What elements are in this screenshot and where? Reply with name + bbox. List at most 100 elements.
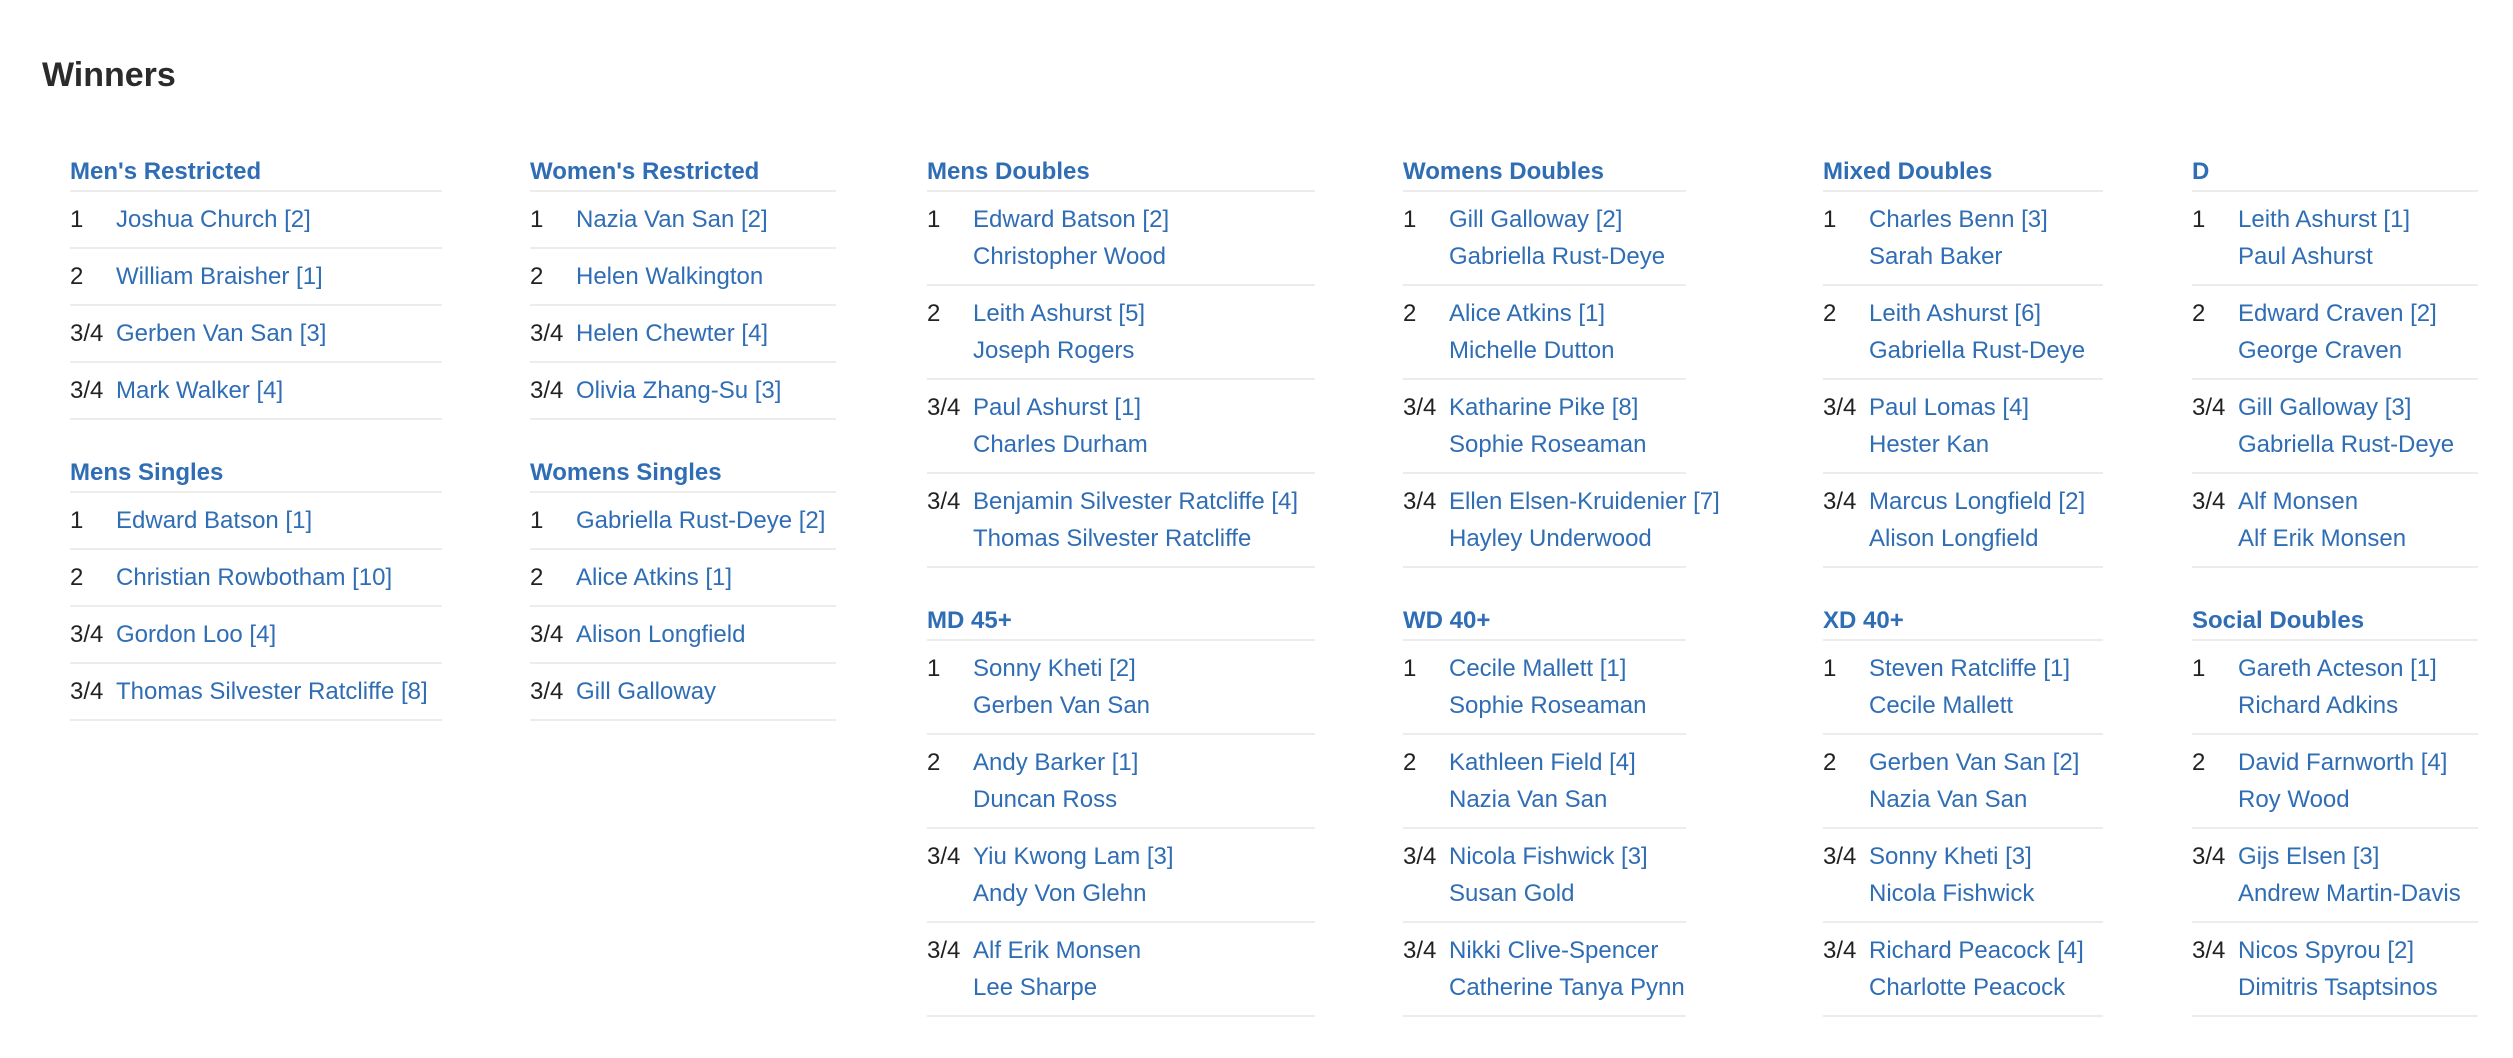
- player-link[interactable]: David Farnworth [4]: [2238, 749, 2448, 776]
- player-link[interactable]: Paul Ashurst: [2238, 243, 2373, 270]
- player-link[interactable]: Thomas Silvester Ratcliffe: [973, 525, 1252, 552]
- player-link[interactable]: Nicola Fishwick [3]: [1449, 843, 1648, 870]
- result-row: 1 Edward Batson [2] Christopher Wood: [927, 192, 1315, 286]
- results-column: Mixed Doubles 1 Charles Benn [3] Sarah Bake…: [1823, 153, 2103, 1051]
- player-link[interactable]: Nazia Van San [2]: [576, 206, 768, 233]
- player-link[interactable]: George Craven: [2238, 337, 2403, 364]
- player-link[interactable]: Paul Ashurst [1]: [973, 394, 1142, 421]
- page-title: Winners: [42, 56, 176, 94]
- player-link[interactable]: Yiu Kwong Lam [3]: [973, 843, 1174, 870]
- event-title-link[interactable]: Mens Singles: [70, 454, 442, 493]
- player-link[interactable]: Leith Ashurst [1]: [2238, 206, 2411, 233]
- player-link[interactable]: Marcus Longfield [2]: [1869, 488, 2086, 515]
- player-link[interactable]: Alison Longfield: [576, 621, 746, 648]
- result-row: 3/4 Nikki Clive-Spencer Catherine Tanya Py…: [1403, 923, 1686, 1017]
- event-title-link[interactable]: Womens Singles: [530, 454, 836, 493]
- player-link[interactable]: Nicos Spyrou [2]: [2238, 937, 2415, 964]
- event-title-link[interactable]: Social Doubles: [2192, 602, 2478, 641]
- event-title-link[interactable]: XD 40+: [1823, 602, 2103, 641]
- player-link[interactable]: Gareth Acteson [1]: [2238, 655, 2437, 682]
- player-link[interactable]: Joseph Rogers: [973, 337, 1135, 364]
- player-link[interactable]: Cecile Mallett [1]: [1449, 655, 1627, 682]
- event-title-link[interactable]: Men's Restricted: [70, 153, 442, 192]
- player-link[interactable]: Leith Ashurst [5]: [973, 300, 1146, 327]
- player-link[interactable]: Gabriella Rust-Deye: [2238, 431, 2455, 458]
- player-link[interactable]: Helen Chewter [4]: [576, 320, 769, 347]
- event-title-link[interactable]: Mens Doubles: [927, 153, 1315, 192]
- player-link[interactable]: Alf Erik Monsen: [2238, 525, 2407, 552]
- player-link[interactable]: Susan Gold: [1449, 880, 1575, 907]
- player-link[interactable]: Nicola Fishwick: [1869, 880, 2035, 907]
- player-link[interactable]: Gabriella Rust-Deye: [1449, 243, 1666, 270]
- player-link[interactable]: Nazia Van San: [1869, 786, 2028, 813]
- player-link[interactable]: Steven Ratcliffe [1]: [1869, 655, 2070, 682]
- player-link[interactable]: Edward Batson [2]: [973, 206, 1170, 233]
- player-link[interactable]: Mark Walker [4]: [116, 377, 284, 404]
- event-title-link[interactable]: Womens Doubles: [1403, 153, 1686, 192]
- player-link[interactable]: Christopher Wood: [973, 243, 1166, 270]
- player-link[interactable]: Nazia Van San: [1449, 786, 1608, 813]
- player-link[interactable]: Alf Erik Monsen: [973, 937, 1142, 964]
- player-link[interactable]: Charles Durham: [973, 431, 1148, 458]
- player-link[interactable]: Hayley Underwood: [1449, 525, 1652, 552]
- player-link[interactable]: Edward Craven [2]: [2238, 300, 2437, 327]
- event-title-link[interactable]: MD 45+: [927, 602, 1315, 641]
- position-label: 1: [2192, 655, 2206, 682]
- player-link[interactable]: Alison Longfield: [1869, 525, 2039, 552]
- event-title-link[interactable]: WD 40+: [1403, 602, 1686, 641]
- player-link[interactable]: Nikki Clive-Spencer: [1449, 937, 1659, 964]
- player-link[interactable]: Gijs Elsen [3]: [2238, 843, 2380, 870]
- player-link[interactable]: Catherine Tanya Pynn: [1449, 974, 1685, 1001]
- player-link[interactable]: Sophie Roseaman: [1449, 431, 1647, 458]
- position-label: 2: [530, 263, 544, 290]
- result-row: 3/4 Katharine Pike [8] Sophie Roseaman: [1403, 380, 1686, 474]
- player-link[interactable]: Michelle Dutton: [1449, 337, 1615, 364]
- player-link[interactable]: Andrew Martin-Davis: [2238, 880, 2461, 907]
- player-link[interactable]: Leith Ashurst [6]: [1869, 300, 2042, 327]
- player-link[interactable]: Sonny Kheti [3]: [1869, 843, 2032, 870]
- player-link[interactable]: Andy Barker [1]: [973, 749, 1139, 776]
- player-link[interactable]: Gabriella Rust-Deye: [1869, 337, 2086, 364]
- player-link[interactable]: Duncan Ross: [973, 786, 1118, 813]
- player-link[interactable]: Sonny Kheti [2]: [973, 655, 1136, 682]
- player-link[interactable]: Edward Batson [1]: [116, 507, 313, 534]
- player-link[interactable]: Charlotte Peacock: [1869, 974, 2066, 1001]
- player-link[interactable]: Katharine Pike [8]: [1449, 394, 1639, 421]
- player-link[interactable]: Christian Rowbotham [10]: [116, 564, 393, 591]
- player-link[interactable]: Benjamin Silvester Ratcliffe [4]: [973, 488, 1299, 515]
- player-link[interactable]: Alf Monsen: [2238, 488, 2359, 515]
- player-link[interactable]: Helen Walkington: [576, 263, 764, 290]
- player-link[interactable]: Thomas Silvester Ratcliffe [8]: [116, 678, 428, 705]
- player-link[interactable]: Richard Adkins: [2238, 692, 2399, 719]
- player-link[interactable]: Gerben Van San [2]: [1869, 749, 2080, 776]
- player-link[interactable]: Sarah Baker: [1869, 243, 2003, 270]
- player-link[interactable]: Alice Atkins [1]: [1449, 300, 1606, 327]
- player-link[interactable]: Lee Sharpe: [973, 974, 1098, 1001]
- player-link[interactable]: Ellen Elsen-Kruidenier [7]: [1449, 488, 1720, 515]
- event-title-link[interactable]: D: [2192, 153, 2478, 192]
- player-link[interactable]: Gordon Loo [4]: [116, 621, 277, 648]
- player-link[interactable]: Joshua Church [2]: [116, 206, 311, 233]
- player-link[interactable]: Gill Galloway: [576, 678, 717, 705]
- player-link[interactable]: William Braisher [1]: [116, 263, 323, 290]
- player-link[interactable]: Richard Peacock [4]: [1869, 937, 2084, 964]
- player-link[interactable]: Cecile Mallett: [1869, 692, 2014, 719]
- player-names: Helen Chewter [4]: [576, 315, 768, 352]
- player-link[interactable]: Gerben Van San [3]: [116, 320, 327, 347]
- player-link[interactable]: Paul Lomas [4]: [1869, 394, 2030, 421]
- event-title-link[interactable]: Mixed Doubles: [1823, 153, 2103, 192]
- player-link[interactable]: Alice Atkins [1]: [576, 564, 733, 591]
- player-link[interactable]: Andy Von Glehn: [973, 880, 1147, 907]
- player-link[interactable]: Olivia Zhang-Su [3]: [576, 377, 782, 404]
- player-link[interactable]: Gill Galloway [3]: [2238, 394, 2412, 421]
- player-link[interactable]: Gabriella Rust-Deye [2]: [576, 507, 826, 534]
- player-link[interactable]: Charles Benn [3]: [1869, 206, 2048, 233]
- player-link[interactable]: Kathleen Field [4]: [1449, 749, 1636, 776]
- event-title-link[interactable]: Women's Restricted: [530, 153, 836, 192]
- player-link[interactable]: Hester Kan: [1869, 431, 1990, 458]
- player-link[interactable]: Roy Wood: [2238, 786, 2350, 813]
- player-link[interactable]: Gerben Van San: [973, 692, 1151, 719]
- player-link[interactable]: Gill Galloway [2]: [1449, 206, 1623, 233]
- player-link[interactable]: Dimitris Tsaptsinos: [2238, 974, 2438, 1001]
- player-link[interactable]: Sophie Roseaman: [1449, 692, 1647, 719]
